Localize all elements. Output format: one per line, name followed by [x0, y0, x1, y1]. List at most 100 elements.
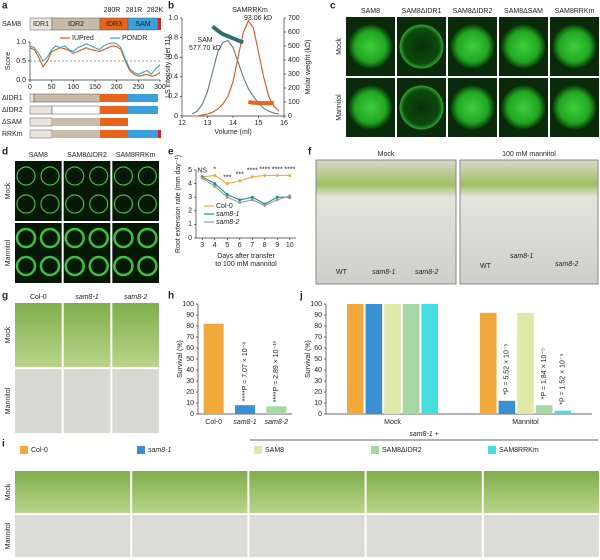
annotation: *P = 1.52 × 10⁻⁵ [560, 353, 567, 404]
micrograph [63, 161, 111, 221]
panel-label: d [2, 147, 8, 158]
cell [89, 166, 109, 186]
domain-label: IDR2 [68, 21, 84, 28]
y-tick-label: 30 [186, 378, 194, 385]
column-label: sam8-1 [75, 294, 98, 301]
micrograph [249, 471, 365, 513]
construct-bar [128, 106, 158, 114]
y-tick-label: 20 [314, 389, 322, 396]
x-tick-label: 7 [250, 242, 254, 249]
panel-label: h [168, 291, 174, 302]
y-tick-label: 0.2 [168, 93, 178, 100]
construct: SAM8 [2, 21, 21, 28]
x-tick-label: Col-0 [205, 419, 222, 426]
x-tick-label: 150 [89, 84, 101, 91]
cell [137, 194, 157, 214]
series-line [202, 174, 290, 185]
x-tick-label: 16 [280, 120, 288, 127]
annotation: SAM [197, 37, 212, 44]
axis-label: to 100 mM mannitol [215, 261, 277, 268]
cell [64, 255, 85, 277]
x-tick-label: 200 [111, 84, 123, 91]
micrograph [15, 369, 62, 433]
cell [137, 227, 158, 249]
x-tick-label: 6 [238, 242, 242, 249]
construct-bar [128, 130, 158, 138]
cell [65, 194, 85, 214]
row-label: Mock [336, 38, 343, 55]
rrk-site [158, 18, 161, 30]
construct-bar [100, 94, 128, 102]
axis-label: Score [5, 52, 12, 70]
column-label: SAM8 [361, 8, 380, 15]
bar [498, 400, 516, 414]
y-tick-label: 20 [186, 389, 194, 396]
micrograph [112, 303, 159, 367]
cell [15, 227, 37, 249]
y-tick-label: 2 [188, 208, 192, 215]
deletion-constructs: ΔIDR1 ΔIDR2 ΔSAM RRKm [2, 93, 161, 139]
y-tick-label: 700 [288, 15, 300, 22]
bar [421, 304, 439, 414]
micrograph [366, 515, 482, 557]
cell [113, 227, 134, 249]
y-tick-label: 600 [288, 29, 300, 36]
legend-label: SAM8RRKm [499, 447, 539, 454]
plate-image [459, 159, 599, 285]
genotype: WT [480, 263, 492, 270]
cell [113, 255, 134, 277]
y-tick-label: 100 [182, 301, 194, 308]
construct-bar [51, 105, 101, 115]
cell [16, 166, 36, 186]
micrograph [15, 303, 62, 367]
row-label: Mannitol [336, 94, 343, 121]
row-label: Mock [5, 326, 12, 343]
significance: NS [197, 168, 207, 175]
y-tick-label: 40 [186, 367, 194, 374]
construct-bar [29, 93, 35, 103]
cell [399, 85, 444, 130]
y-tick-label: 3 [188, 194, 192, 201]
significance: **** [284, 166, 295, 173]
y-tick-label: 0.8 [168, 34, 178, 41]
mutation: 281R [126, 7, 143, 14]
row-label: Mannitol [5, 387, 12, 414]
series-line [29, 42, 161, 76]
column-label: sam8-2 [124, 294, 147, 301]
column-label: SAM8ΔIDR2 [67, 152, 107, 159]
significance: *** [223, 174, 231, 181]
axis-label: LS intensity (det 11) [165, 36, 172, 98]
y-tick-label: 0.6 [168, 54, 178, 61]
cell [15, 255, 37, 277]
plate-label: Mock [378, 151, 395, 158]
cell [137, 166, 157, 186]
legend-label: SAM8ΔIDR2 [382, 447, 422, 454]
mutation: 280R [104, 7, 121, 14]
legend-swatch [137, 446, 145, 454]
annotation: ****P = 2.89 × 10⁻¹⁰ [272, 340, 280, 402]
panel-label: a [2, 1, 8, 12]
y-tick-label: 500 [288, 43, 300, 50]
significance: * [213, 166, 216, 173]
series-line [192, 19, 280, 117]
cell [40, 166, 60, 186]
micrograph [112, 161, 159, 221]
y-tick-label: 0.0 [16, 77, 26, 84]
x-tick-label: 15 [255, 120, 263, 127]
cell [39, 227, 61, 249]
genotype: sam8-2 [415, 269, 438, 276]
x-tick-label: 13 [204, 120, 212, 127]
x-tick-label: 100 [67, 84, 79, 91]
legend-label: IUPred [72, 35, 94, 42]
bar [535, 405, 553, 414]
column-label: SAM8ΔIDR1 [402, 8, 442, 15]
construct-bar [100, 130, 128, 138]
bar [517, 312, 534, 414]
y-tick-label: 5 [188, 167, 192, 174]
plate-label: 100 mM mannitol [502, 151, 556, 158]
construct-bar [52, 130, 100, 138]
legend-label: PONDR [122, 35, 147, 42]
construct-bar [29, 129, 53, 139]
genotype: sam8-1 [510, 253, 533, 260]
column-label: SAM8ΔSAM [504, 8, 543, 15]
